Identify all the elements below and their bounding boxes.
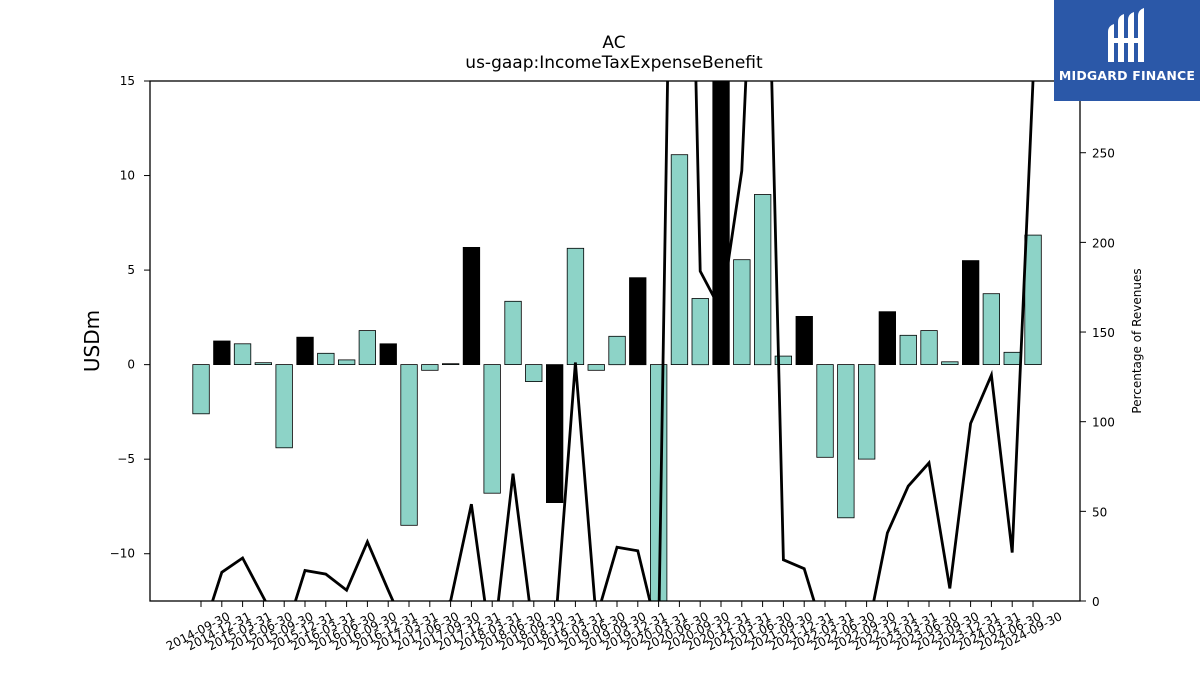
bar-2021-12-31 bbox=[795, 315, 813, 365]
y-axis-label: USDm bbox=[80, 310, 104, 372]
bar-2020-09-30 bbox=[691, 298, 709, 366]
bar-2017-09-30 bbox=[441, 363, 460, 366]
chart-title: AC bbox=[602, 33, 625, 53]
bar-2019-09-30 bbox=[608, 335, 626, 366]
bar-2024-03-31 bbox=[982, 293, 1000, 366]
bar-2016-03-31 bbox=[317, 352, 335, 365]
bar-2015-12-31 bbox=[296, 336, 314, 366]
bar-2019-12-31 bbox=[629, 277, 647, 366]
bar-2019-03-31 bbox=[566, 247, 585, 366]
x-axis: 2014-09-302014-12-312015-03-312015-06-30… bbox=[164, 601, 1064, 653]
bar-2018-03-31 bbox=[483, 364, 501, 494]
y2-tick-label: 100 bbox=[1092, 416, 1115, 430]
bar-series bbox=[192, 81, 1042, 601]
bar-2019-06-30 bbox=[587, 364, 605, 371]
bar-2024-09-30 bbox=[1024, 234, 1042, 366]
bar-2021-09-30 bbox=[774, 355, 792, 366]
brand-logo: MIDGARD FINANCE bbox=[1054, 0, 1200, 101]
bar-2017-12-31 bbox=[462, 246, 481, 365]
line-series bbox=[211, 81, 1035, 601]
y2-axis: 250 200 150 100 50 0 bbox=[1080, 147, 1115, 609]
plot-frame bbox=[149, 80, 1081, 602]
y2-tick-label: 150 bbox=[1092, 326, 1115, 340]
bar-2022-06-30 bbox=[837, 364, 855, 519]
bar-2014-12-31 bbox=[213, 340, 231, 366]
y2-tick-label: 200 bbox=[1092, 236, 1115, 250]
bar-2023-12-31 bbox=[962, 260, 980, 366]
bar-2023-06-30 bbox=[920, 330, 938, 366]
y2-tick-label: 250 bbox=[1092, 147, 1115, 161]
bar-2023-09-30 bbox=[941, 361, 959, 365]
bar-2018-06-30 bbox=[504, 300, 522, 365]
y-tick-label: 15 bbox=[120, 74, 135, 88]
bar-2022-03-31 bbox=[816, 364, 834, 458]
y-tick-label: 10 bbox=[120, 169, 135, 183]
y2-tick-label: 50 bbox=[1092, 505, 1107, 519]
y-tick-label: −10 bbox=[110, 547, 135, 561]
bar-2022-09-30 bbox=[858, 364, 876, 460]
bar-2024-06-30 bbox=[1003, 351, 1021, 365]
bar-2021-06-30 bbox=[754, 194, 772, 366]
bar-2017-06-30 bbox=[421, 364, 439, 371]
bar-2020-12-31 bbox=[712, 81, 730, 366]
y-axis: 15 10 5 0 −5 −10 bbox=[110, 74, 150, 561]
bar-2015-03-31 bbox=[233, 343, 252, 365]
y-tick-label: −5 bbox=[117, 452, 135, 466]
bar-2022-12-31 bbox=[878, 311, 896, 366]
bar-2020-06-30 bbox=[670, 154, 689, 365]
mh-monogram-icon bbox=[1108, 8, 1144, 62]
bar-2016-12-31 bbox=[379, 343, 397, 365]
bar-2017-03-31 bbox=[400, 364, 418, 526]
bar-2015-09-30 bbox=[275, 364, 293, 449]
bar-2016-09-30 bbox=[358, 330, 377, 366]
y2-tick-label: 0 bbox=[1092, 595, 1100, 609]
bar-2023-03-31 bbox=[899, 334, 917, 365]
bar-2018-12-31 bbox=[546, 364, 564, 504]
y-tick-label: 5 bbox=[127, 263, 135, 277]
chart-subtitle: us-gaap:IncomeTaxExpenseBenefit bbox=[465, 53, 763, 73]
bar-2015-06-30 bbox=[254, 362, 273, 366]
bar-2018-09-30 bbox=[525, 364, 543, 383]
pct-revenues-line bbox=[211, 81, 1035, 601]
bar-2021-03-31 bbox=[733, 259, 751, 366]
brand-name: MIDGARD FINANCE bbox=[1058, 68, 1196, 83]
bar-2014-09-30 bbox=[192, 364, 210, 415]
bar-2016-06-30 bbox=[337, 359, 356, 365]
y-tick-label: 0 bbox=[127, 358, 135, 372]
y2-axis-label: Percentage of Revenues bbox=[1130, 268, 1144, 413]
